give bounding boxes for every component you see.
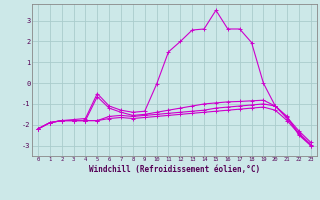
X-axis label: Windchill (Refroidissement éolien,°C): Windchill (Refroidissement éolien,°C) bbox=[89, 165, 260, 174]
